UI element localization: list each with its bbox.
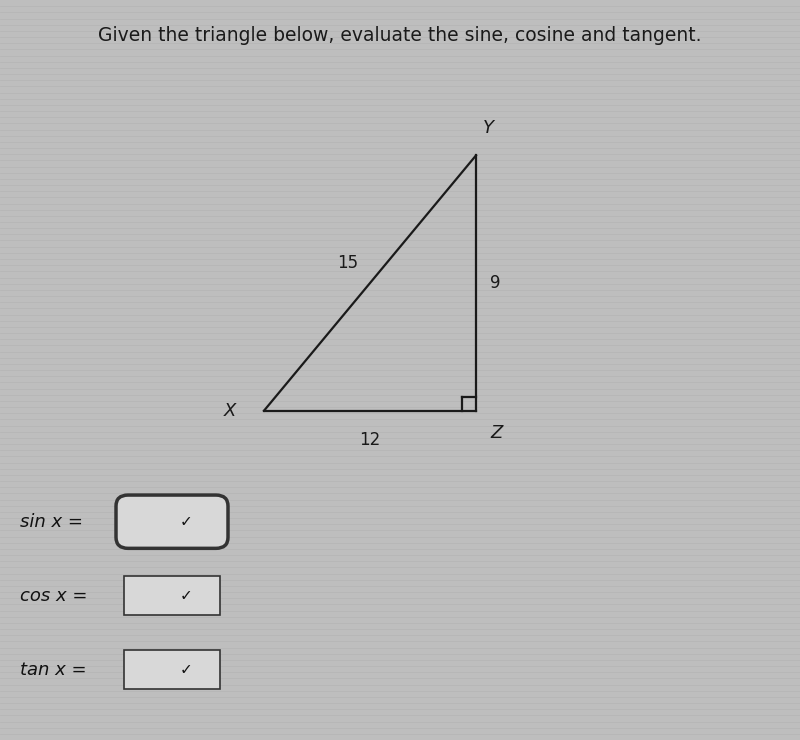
Text: ✓: ✓ bbox=[180, 662, 193, 677]
Text: ✓: ✓ bbox=[180, 588, 193, 603]
Text: cos x =: cos x = bbox=[20, 587, 94, 605]
FancyBboxPatch shape bbox=[124, 650, 220, 689]
Text: 15: 15 bbox=[338, 254, 358, 272]
FancyBboxPatch shape bbox=[124, 576, 220, 615]
Text: Given the triangle below, evaluate the sine, cosine and tangent.: Given the triangle below, evaluate the s… bbox=[98, 26, 702, 45]
Text: Y: Y bbox=[482, 119, 494, 137]
Text: sin x =: sin x = bbox=[20, 513, 89, 531]
Text: 9: 9 bbox=[490, 274, 500, 292]
Text: 12: 12 bbox=[359, 431, 380, 448]
Text: ✓: ✓ bbox=[180, 514, 193, 529]
Text: tan x =: tan x = bbox=[20, 661, 92, 679]
Text: Z: Z bbox=[490, 424, 502, 442]
Text: X: X bbox=[224, 402, 236, 420]
FancyBboxPatch shape bbox=[116, 495, 228, 548]
